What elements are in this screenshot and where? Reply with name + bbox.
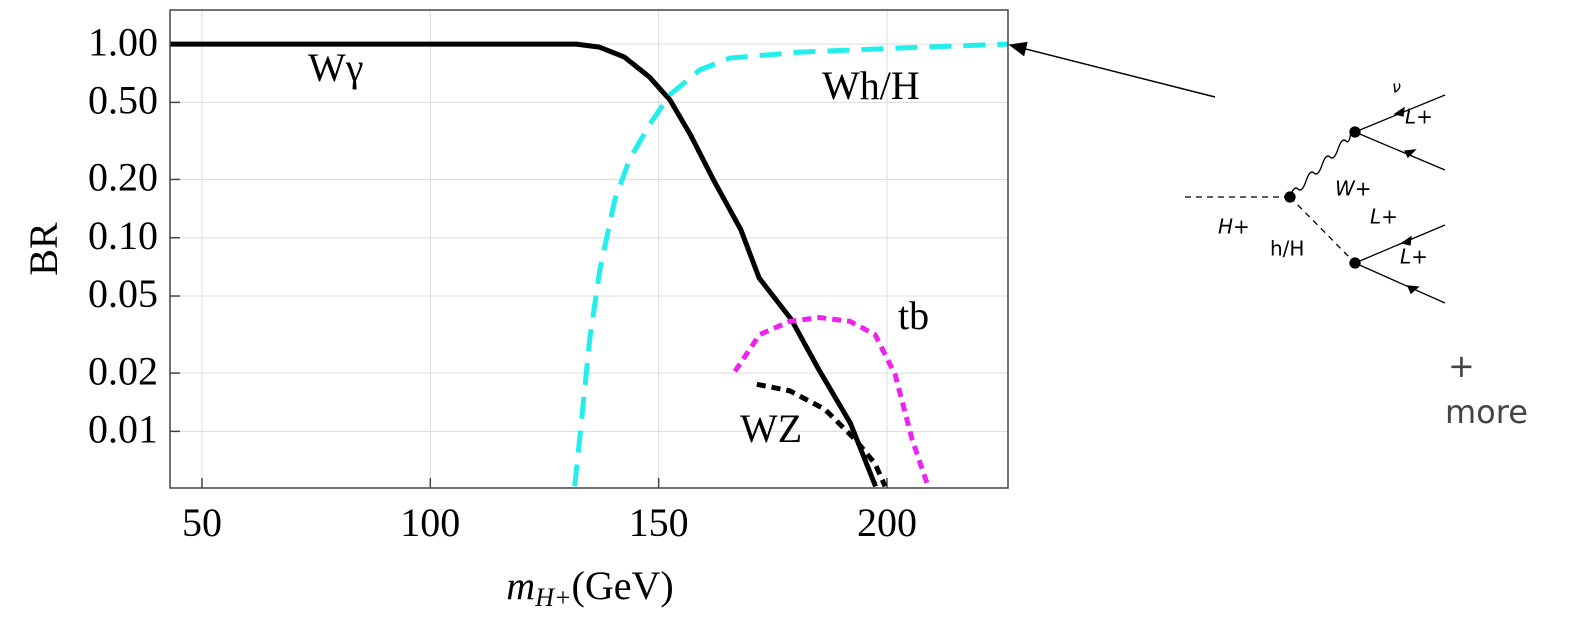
diagram-label: ν (1392, 78, 1401, 97)
diagram-label: L+ (1370, 205, 1398, 229)
x-axis-label: mH+(GeV) (506, 563, 673, 612)
series-label: Wγ (308, 45, 363, 90)
arrowhead (1400, 235, 1412, 246)
vertex (1349, 126, 1361, 138)
series-label: WZ (740, 406, 802, 451)
arrowhead (1406, 285, 1420, 295)
y-tick-label: 0.20 (88, 155, 158, 200)
series-line (572, 41, 1008, 487)
series-line (732, 315, 931, 488)
y-tick-label: 0.05 (88, 271, 158, 316)
vertex (1349, 257, 1361, 269)
w-line (1289, 128, 1352, 198)
diagram-label: H+ (1218, 215, 1250, 239)
y-axis-label: BR (21, 222, 66, 276)
series-label: Wh/H (822, 63, 920, 108)
fermion-line (1354, 262, 1446, 304)
diagram-label: h/H (1270, 237, 1304, 261)
feynman-diagram (1185, 94, 1446, 304)
vertex (1284, 191, 1296, 203)
x-tick-label: 150 (629, 500, 689, 545)
x-tick-label: 100 (400, 500, 460, 545)
x-tick-label: 50 (182, 500, 222, 545)
arrowhead (1403, 149, 1417, 159)
arrowhead (1393, 106, 1405, 117)
diagram-label: L+ (1400, 245, 1428, 269)
y-tick-label: 0.10 (88, 213, 158, 258)
series-line (756, 381, 888, 488)
x-tick-label: 200 (857, 500, 917, 545)
fermion-line (1354, 224, 1446, 264)
x-label-sub: H+ (534, 583, 571, 612)
plus-sign: + (1448, 347, 1475, 385)
fermion-line (1354, 131, 1446, 171)
x-label-unit: (GeV) (572, 563, 674, 608)
pointer-arrow (1008, 41, 1216, 98)
diagram-label: L+ (1405, 105, 1433, 129)
x-label-base: m (506, 563, 535, 608)
h-line (1289, 196, 1356, 264)
series-label: tb (898, 293, 929, 338)
plot-frame (169, 9, 1009, 489)
diagram-label: W+ (1335, 177, 1372, 201)
y-tick-label: 1.00 (88, 19, 158, 64)
y-tick-label: 0.50 (88, 78, 158, 123)
series-line (170, 41, 878, 488)
more-text: more (1445, 393, 1528, 431)
y-tick-label: 0.02 (88, 348, 158, 393)
y-tick-label: 0.01 (88, 407, 158, 452)
